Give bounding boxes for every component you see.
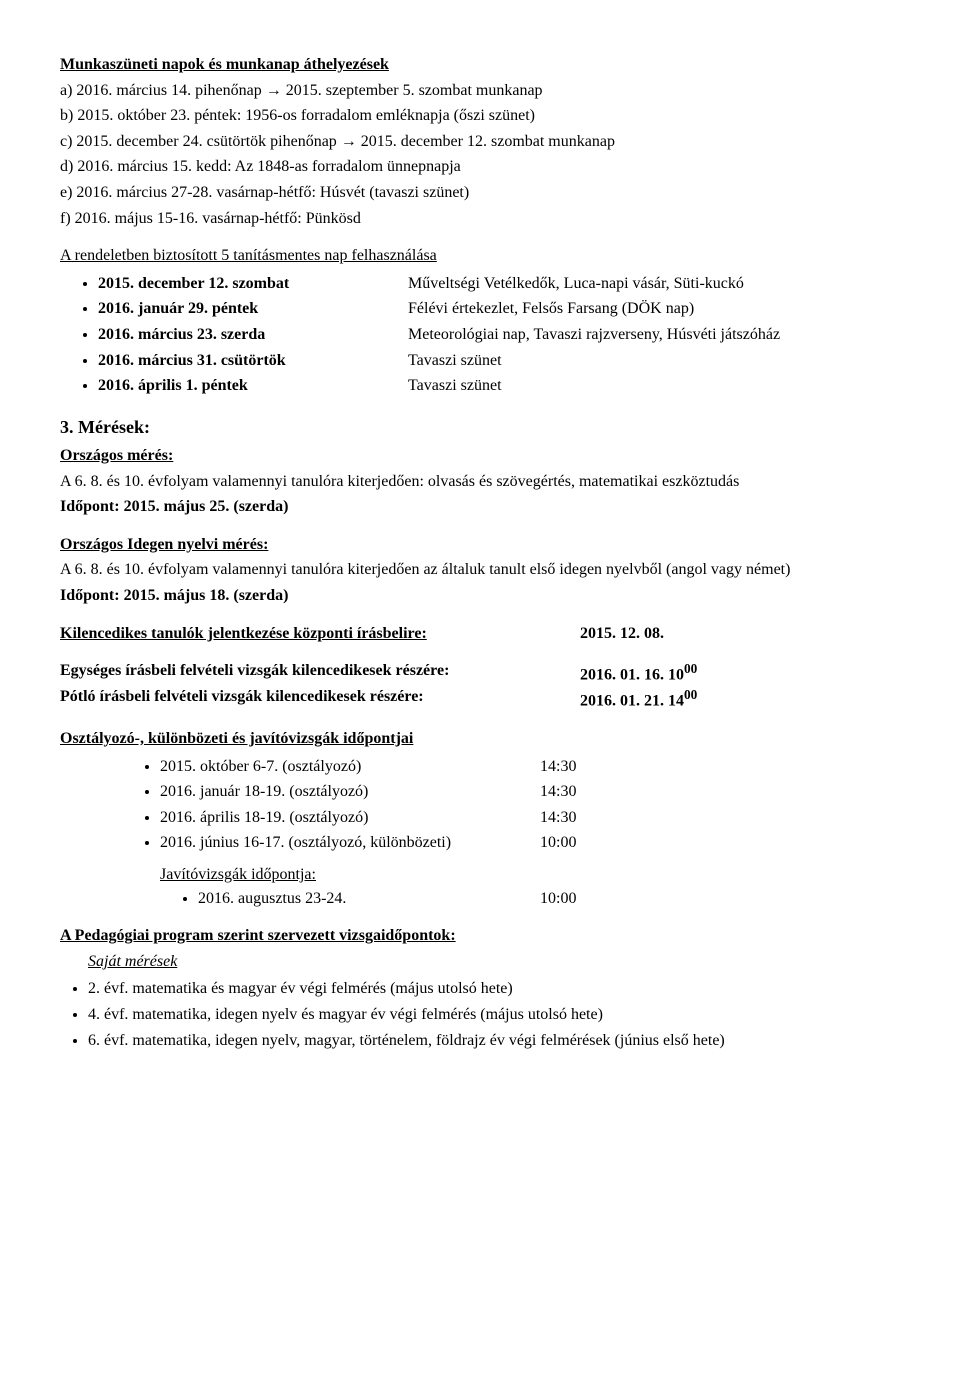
exam-label: 2016. április 18-19. (osztályozó) <box>160 807 540 829</box>
section-3-title: 3. Mérések: <box>60 415 900 439</box>
javito-block: Javítóvizsgák időpontja: 2016. augusztus… <box>60 864 900 909</box>
potlo-date: 2016. 01. 21. 1400 <box>580 686 697 712</box>
egyseges-label: Egységes írásbeli felvételi vizsgák kile… <box>60 660 580 686</box>
kilencedikes-row: Kilencedikes tanulók jelentkezése közpon… <box>60 623 900 645</box>
item-f: f) 2016. május 15-16. vasárnap-hétfő: Pü… <box>60 208 900 230</box>
idegen-desc: A 6. 8. és 10. évfolyam valamennyi tanul… <box>60 559 900 581</box>
list-item: 2016. április 1. péntekTavaszi szünet <box>98 375 900 397</box>
ped-program-title: A Pedagógiai program szerint szervezett … <box>60 925 900 947</box>
list-item: 2016. március 23. szerdaMeteorológiai na… <box>98 324 900 346</box>
day-desc: Műveltségi Vetélkedők, Luca-napi vásár, … <box>408 273 900 295</box>
exam-time: 14:30 <box>540 781 576 803</box>
list-item: 2. évf. matematika és magyar év végi fel… <box>88 978 900 1000</box>
exam-time: 14:30 <box>540 807 576 829</box>
item-e: e) 2016. március 27-28. vasárnap-hétfő: … <box>60 182 900 204</box>
idegen-title: Országos Idegen nyelvi mérés: <box>60 534 900 556</box>
day-desc: Félévi értekezlet, Felsős Farsang (DÖK n… <box>408 298 900 320</box>
day-date: 2015. december 12. szombat <box>98 273 408 295</box>
list-item: 2015. október 6-7. (osztályozó)14:30 <box>160 756 900 778</box>
exam-label: 2016. január 18-19. (osztályozó) <box>160 781 540 803</box>
day-date: 2016. január 29. péntek <box>98 298 408 320</box>
orszagos-meres-desc: A 6. 8. és 10. évfolyam valamennyi tanul… <box>60 471 900 493</box>
egyseges-row: Egységes írásbeli felvételi vizsgák kile… <box>60 660 900 686</box>
list-item: 2016. március 31. csütörtökTavaszi szüne… <box>98 350 900 372</box>
item-a: a) 2016. március 14. pihenőnap → 2015. s… <box>60 80 900 102</box>
potlo-label: Pótló írásbeli felvételi vizsgák kilence… <box>60 686 580 712</box>
item-d: d) 2016. március 15. kedd: Az 1848-as fo… <box>60 156 900 178</box>
day-desc: Meteorológiai nap, Tavaszi rajzverseny, … <box>408 324 900 346</box>
teaching-free-days-list: 2015. december 12. szombatMűveltségi Vet… <box>60 273 900 397</box>
kilencedikes-label: Kilencedikes tanulók jelentkezése közpon… <box>60 623 580 645</box>
section-title-days: A rendeletben biztosított 5 tanításmente… <box>60 245 900 267</box>
orszagos-meres-title: Országos mérés: <box>60 445 900 467</box>
list-item: 6. évf. matematika, idegen nyelv, magyar… <box>88 1030 900 1052</box>
section-title-holidays: Munkaszüneti napok és munkanap áthelyezé… <box>60 54 900 76</box>
day-date: 2016. április 1. péntek <box>98 375 408 397</box>
exam-time: 14:30 <box>540 756 576 778</box>
javito-label: 2016. augusztus 23-24. <box>198 888 540 910</box>
day-date: 2016. március 31. csütörtök <box>98 350 408 372</box>
list-item: 2016. január 18-19. (osztályozó)14:30 <box>160 781 900 803</box>
egyseges-date: 2016. 01. 16. 1000 <box>580 660 697 686</box>
list-item: 2016. április 18-19. (osztályozó)14:30 <box>160 807 900 829</box>
list-item: 2016. augusztus 23-24.10:00 <box>198 888 900 910</box>
javito-title: Javítóvizsgák időpontja: <box>160 866 316 883</box>
item-c: c) 2015. december 24. csütörtök pihenőna… <box>60 131 900 153</box>
list-item: 4. évf. matematika, idegen nyelv és magy… <box>88 1004 900 1026</box>
sajat-meresek-title: Saját mérések <box>60 951 900 973</box>
osztalyozo-title: Osztályozó-, különbözeti és javítóvizsgá… <box>60 728 900 750</box>
idopont-1: Időpont: 2015. május 25. (szerda) <box>60 496 900 518</box>
javito-time: 10:00 <box>540 888 576 910</box>
javito-list: 2016. augusztus 23-24.10:00 <box>160 888 900 910</box>
day-date: 2016. március 23. szerda <box>98 324 408 346</box>
exam-dates-list: 2015. október 6-7. (osztályozó)14:30 201… <box>60 756 900 854</box>
day-desc: Tavaszi szünet <box>408 350 900 372</box>
idopont-2: Időpont: 2015. május 18. (szerda) <box>60 585 900 607</box>
day-desc: Tavaszi szünet <box>408 375 900 397</box>
exam-time: 10:00 <box>540 832 576 854</box>
item-b: b) 2015. október 23. péntek: 1956-os for… <box>60 105 900 127</box>
list-item: 2016. június 16-17. (osztályozó, különbö… <box>160 832 900 854</box>
list-item: 2015. december 12. szombatMűveltségi Vet… <box>98 273 900 295</box>
kilencedikes-date: 2015. 12. 08. <box>580 623 664 645</box>
exam-label: 2015. október 6-7. (osztályozó) <box>160 756 540 778</box>
potlo-row: Pótló írásbeli felvételi vizsgák kilence… <box>60 686 900 712</box>
list-item: 2016. január 29. péntekFélévi értekezlet… <box>98 298 900 320</box>
exam-label: 2016. június 16-17. (osztályozó, különbö… <box>160 832 540 854</box>
sajat-meresek-list: 2. évf. matematika és magyar év végi fel… <box>60 978 900 1051</box>
